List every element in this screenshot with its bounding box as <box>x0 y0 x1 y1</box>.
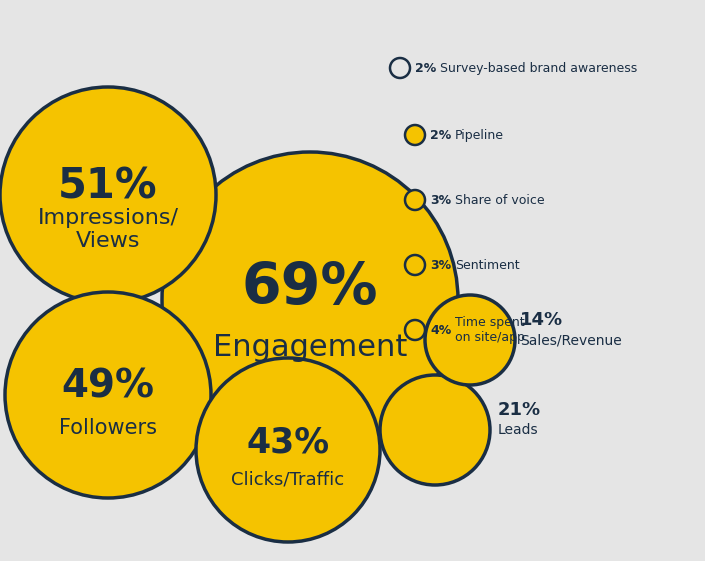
Circle shape <box>405 255 425 275</box>
Circle shape <box>162 152 458 448</box>
Text: Survey-based brand awareness: Survey-based brand awareness <box>440 62 637 75</box>
Text: 43%: 43% <box>247 426 329 459</box>
Circle shape <box>196 358 380 542</box>
Text: 3%: 3% <box>430 259 451 272</box>
Text: Sentiment: Sentiment <box>455 259 520 272</box>
Text: Clicks/Traffic: Clicks/Traffic <box>231 471 345 489</box>
Text: 49%: 49% <box>61 368 154 406</box>
Text: Time spent
on site/app: Time spent on site/app <box>455 316 525 344</box>
Text: Engagement: Engagement <box>213 333 407 362</box>
Text: 2%: 2% <box>430 128 451 141</box>
Text: 21%: 21% <box>498 401 541 419</box>
Circle shape <box>425 295 515 385</box>
Text: 14%: 14% <box>520 311 563 329</box>
Text: Impressions/
Views: Impressions/ Views <box>37 208 178 251</box>
Circle shape <box>5 292 211 498</box>
Text: Share of voice: Share of voice <box>455 194 545 206</box>
Text: Sales/Revenue: Sales/Revenue <box>520 333 622 347</box>
Text: 3%: 3% <box>430 194 451 206</box>
Circle shape <box>380 375 490 485</box>
Circle shape <box>405 320 425 340</box>
Circle shape <box>405 125 425 145</box>
Text: 51%: 51% <box>59 165 158 208</box>
Text: Pipeline: Pipeline <box>455 128 504 141</box>
Text: 4%: 4% <box>430 324 451 337</box>
Text: Leads: Leads <box>498 423 539 437</box>
Circle shape <box>0 87 216 303</box>
Circle shape <box>405 190 425 210</box>
Text: 69%: 69% <box>242 261 379 316</box>
Circle shape <box>390 58 410 78</box>
Text: 2%: 2% <box>415 62 436 75</box>
Text: Followers: Followers <box>59 418 157 438</box>
